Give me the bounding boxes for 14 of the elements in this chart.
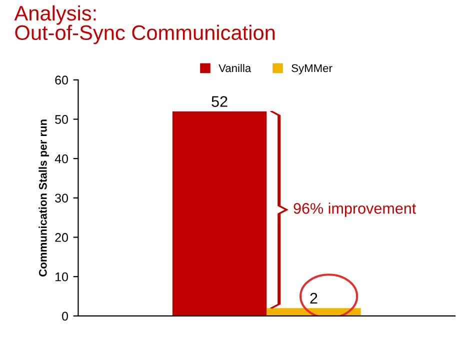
legend-label: SyMMer [292,64,332,74]
y-tick-label: 50 [55,115,68,124]
y-tick-label: 30 [55,194,68,203]
y-tick-label: 40 [54,154,68,164]
y-tick-label: 20 [55,233,68,242]
y-tick-label: 60 [55,76,68,85]
legend-label: Vanilla [218,64,252,72]
y-tick-label: 10 [56,272,68,282]
y-tick-label: 0 [62,312,68,321]
data-label: 2 [310,292,318,304]
chart-title: Analysis: Out-of-Sync Communication [14,5,275,44]
annotation: 96% improvement [294,202,416,217]
y-axis-title: Communication Stalls per run [38,120,50,276]
data-label: 52 [212,96,228,107]
